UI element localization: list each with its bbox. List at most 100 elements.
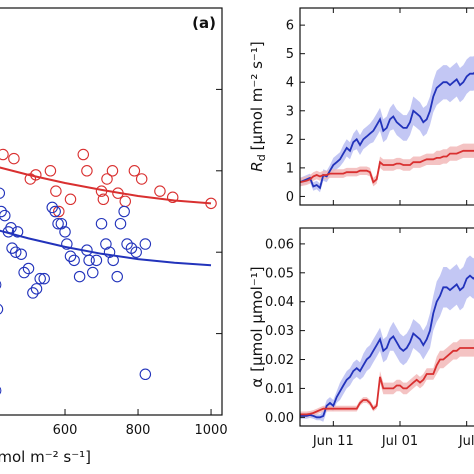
panel-label-a: (a) — [192, 14, 216, 32]
uncertainty-band — [300, 255, 474, 422]
scatter-point — [83, 254, 95, 267]
scatter-point — [101, 173, 113, 185]
scatter-point — [22, 262, 35, 275]
scatter-panel: 600 800 1000 (a) [μmol m⁻² s⁻¹] — [0, 7, 228, 466]
scatter-frame — [0, 7, 223, 416]
series-line — [300, 347, 474, 416]
scatter-point — [0, 281, 2, 289]
scatter-point — [139, 368, 152, 381]
rd-y-axis-label: Rd [μmol m⁻² s⁻¹] — [248, 41, 268, 171]
rd-panel: 0 1 2 3 4 5 6 Rd [μmol m⁻² s⁻¹] — [248, 7, 474, 206]
scatter-point — [30, 283, 43, 295]
scatter-point — [34, 272, 46, 285]
scatter-point — [50, 185, 62, 197]
alpha-series — [300, 255, 474, 422]
scatter-point — [15, 248, 27, 260]
scatter-point — [0, 148, 9, 161]
x-tick-label: Jul 01 — [381, 434, 418, 449]
scatter-point — [114, 217, 127, 230]
scatter-point — [0, 209, 11, 222]
rd-y-axis-label-unit: [μmol m⁻² s⁻¹] — [248, 41, 266, 150]
y-tick-label: 2 — [286, 133, 294, 148]
series-line — [300, 274, 474, 419]
scatter-point — [44, 165, 57, 177]
fit-line — [0, 229, 212, 267]
x-tick-label: Jul — [458, 434, 474, 449]
scatter-point — [73, 270, 86, 283]
scatter-point — [139, 238, 152, 250]
alpha-y-axis-label: α [μmol μmol⁻¹] — [248, 266, 266, 387]
scatter-point — [90, 254, 103, 267]
scatter-point — [18, 266, 30, 279]
scatter-point — [118, 205, 130, 218]
series-line — [299, 149, 474, 184]
scatter-point — [38, 272, 50, 285]
y-tick-label: 0.06 — [265, 237, 294, 252]
y-tick-label: 6 — [286, 19, 294, 34]
scatter-point — [64, 250, 77, 263]
alpha-panel: 0.00 0.01 0.02 0.03 0.04 0.05 0.06 Jun 11 Jul 01… — [248, 227, 474, 449]
scatter-point — [95, 217, 108, 230]
scatter-point — [8, 152, 20, 165]
uncertainty-band — [300, 55, 474, 193]
scatter-point — [81, 165, 93, 177]
x-tick-label: 1000 — [195, 423, 228, 438]
alpha-ticks: 0.00 0.01 0.02 0.03 0.04 0.05 0.06 Jun 11 Jul 01… — [265, 228, 474, 449]
y-tick-label: 0.04 — [265, 295, 294, 310]
uncertainty-band — [300, 339, 474, 418]
series-line — [299, 71, 474, 190]
y-tick-label: 1 — [286, 161, 294, 176]
scatter-marks — [0, 148, 217, 395]
rd-y-axis-label-sub: d — [255, 154, 268, 161]
scatter-point — [130, 246, 142, 258]
scatter-point — [9, 246, 22, 258]
y-tick-label: 4 — [286, 76, 294, 91]
y-tick-label: 0.03 — [265, 324, 294, 339]
scatter-point — [52, 217, 64, 230]
scatter-point — [111, 270, 123, 283]
scatter-point — [119, 195, 132, 208]
y-tick-label: 5 — [286, 47, 294, 62]
y-tick-label: 3 — [286, 104, 294, 119]
scatter-point — [64, 193, 77, 206]
scatter-point — [11, 226, 24, 238]
scatter-point — [135, 173, 148, 185]
scatter-point — [61, 238, 73, 250]
scatter-point — [121, 238, 133, 250]
scatter-point — [59, 226, 71, 238]
y-tick-label: 0.00 — [265, 411, 294, 426]
alpha-y-axis-label-unit: [μmol μmol⁻¹] — [248, 266, 266, 371]
y-tick-label: 0.01 — [265, 382, 294, 397]
y-tick-label: 0.05 — [265, 266, 294, 281]
rd-series — [299, 55, 474, 193]
y-tick-label: 0 — [286, 190, 294, 205]
scatter-point — [0, 205, 7, 218]
scatter-point — [154, 185, 166, 197]
x-tick-label: 800 — [126, 423, 151, 438]
rd-y-axis-label-main: R — [248, 161, 266, 171]
alpha-frame — [299, 227, 474, 427]
scatter-point — [49, 205, 61, 218]
scatter-point — [100, 238, 112, 250]
scatter-point — [106, 165, 119, 177]
rd-ticks: 0 1 2 3 4 5 6 — [286, 8, 468, 205]
scatter-x-ticks: 600 800 1000 — [53, 88, 228, 438]
scatter-point — [6, 242, 18, 254]
scatter-x-axis-label: [μmol m⁻² s⁻¹] — [0, 448, 91, 466]
fit-end-point — [205, 197, 217, 210]
scatter-point — [0, 386, 2, 395]
x-tick-label: 600 — [53, 423, 78, 438]
scatter-point — [0, 304, 4, 315]
scatter-point — [87, 266, 99, 279]
scatter-point — [68, 254, 80, 267]
rd-frame — [299, 7, 474, 206]
scatter-point — [128, 165, 141, 177]
fit-line — [0, 166, 212, 205]
scatter-point — [0, 187, 6, 199]
scatter-point — [97, 193, 110, 206]
x-tick-label: Jun 11 — [312, 434, 354, 449]
scatter-point — [27, 287, 39, 299]
scatter-point — [77, 148, 90, 161]
scatter-point — [166, 191, 179, 204]
